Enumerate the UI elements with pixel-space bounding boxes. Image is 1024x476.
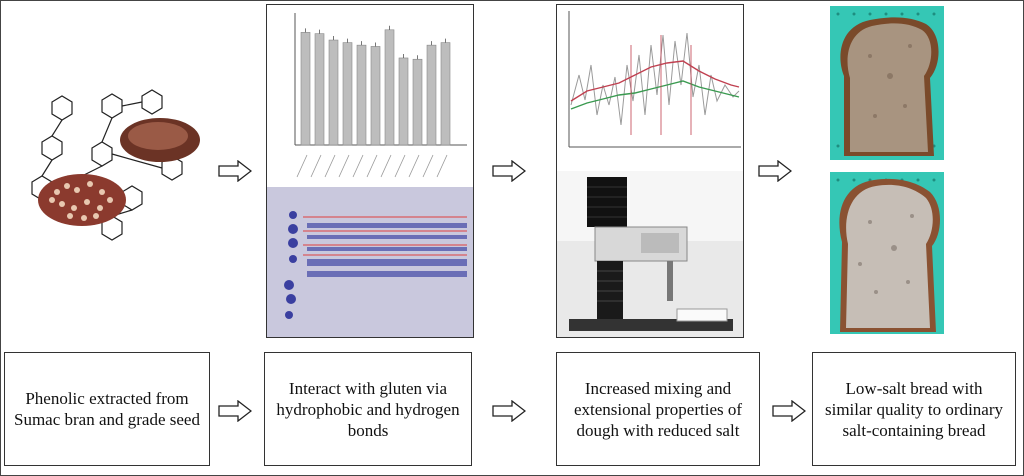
caption-phenolic-extraction: Phenolic extracted from Sumac bran and g… bbox=[4, 352, 210, 466]
arrow-icon bbox=[218, 400, 252, 422]
caption-dough-properties: Increased mixing and extensional propert… bbox=[556, 352, 760, 466]
caption-low-salt-bread: Low-salt bread with similar quality to o… bbox=[812, 352, 1016, 466]
caption-gluten-interaction: Interact with gluten via hydrophobic and… bbox=[264, 352, 472, 466]
arrow-icon bbox=[772, 400, 806, 422]
bar bbox=[370, 46, 381, 146]
gluten-interaction-panel bbox=[266, 4, 474, 338]
bar bbox=[342, 42, 353, 146]
dough-properties-panel bbox=[556, 4, 744, 338]
bar bbox=[328, 39, 339, 146]
bar bbox=[412, 58, 423, 146]
arrow-icon bbox=[492, 160, 526, 182]
control-bread-photo bbox=[830, 6, 944, 160]
bar bbox=[440, 42, 451, 146]
bar bbox=[398, 57, 409, 146]
low-salt-bread-photo bbox=[830, 172, 944, 334]
phenolic-structure-image bbox=[12, 82, 212, 252]
bar bbox=[426, 44, 437, 146]
sds-page-gel bbox=[267, 187, 473, 337]
bar bbox=[384, 29, 395, 146]
arrow-icon bbox=[218, 160, 252, 182]
bar-chart bbox=[294, 13, 467, 178]
bar bbox=[356, 44, 367, 146]
bar bbox=[300, 32, 311, 146]
rheometer-photo bbox=[557, 171, 743, 337]
spectrum-plot bbox=[568, 11, 741, 148]
arrow-icon bbox=[492, 400, 526, 422]
arrow-icon bbox=[758, 160, 792, 182]
bar bbox=[314, 33, 325, 146]
